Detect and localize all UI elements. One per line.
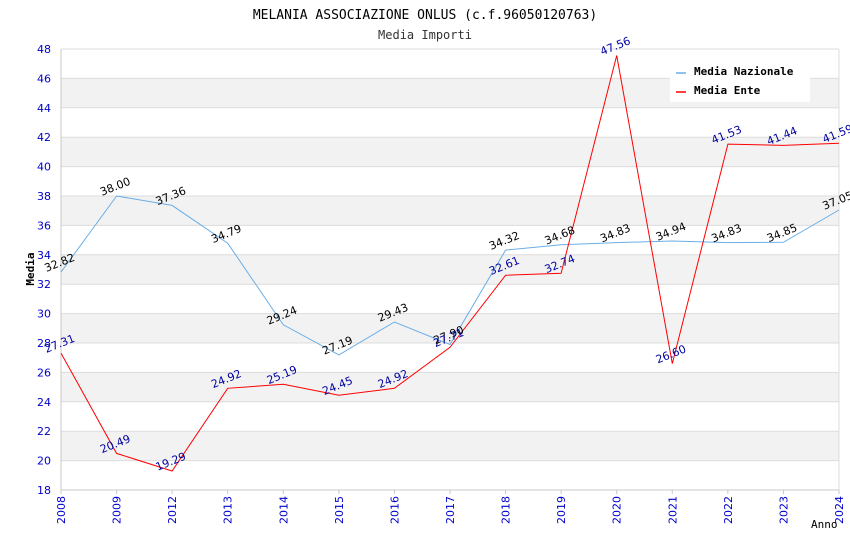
line-media-nazionale <box>60 195 840 356</box>
y-tick-20: 20 <box>37 455 51 468</box>
x-tick-2020: 2020 <box>611 496 624 524</box>
x-tick-2017: 2017 <box>444 496 457 524</box>
y-tick-18: 18 <box>37 484 51 497</box>
x-tick-2021: 2021 <box>666 496 679 524</box>
y-tick-46: 46 <box>37 72 51 85</box>
y-tick-32: 32 <box>37 278 51 291</box>
y-tick-28: 28 <box>37 337 51 350</box>
axes <box>60 49 840 494</box>
data-label-media-ente-2020: 47.56 <box>598 34 632 58</box>
band <box>61 254 839 285</box>
legend-box <box>670 62 810 102</box>
y-tick-26: 26 <box>37 366 51 379</box>
y-tick-40: 40 <box>37 161 51 174</box>
x-tick-labels: 2008 2009 2012 2013 2014 2015 2016 2017 2018 2019… <box>55 496 846 524</box>
y-tick-36: 36 <box>37 219 51 232</box>
y-tick-48: 48 <box>37 43 51 56</box>
band <box>61 196 839 226</box>
chart-title: MELANIA ASSOCIAZIONE ONLUS (c.f.96050120… <box>253 8 597 23</box>
y-axis-label: Media <box>24 252 37 285</box>
y-tick-22: 22 <box>37 425 51 438</box>
legend-label-media-ente: Media Ente <box>694 84 761 97</box>
band <box>61 431 839 461</box>
x-tick-2019: 2019 <box>555 496 568 524</box>
x-tick-2009: 2009 <box>111 496 124 524</box>
y-tick-34: 34 <box>37 249 51 262</box>
data-label-media-nazionale-2009: 38.00 <box>98 175 132 199</box>
y-tick-30: 30 <box>37 308 51 321</box>
x-tick-2008: 2008 <box>55 496 68 524</box>
legend: Media Nazionale Media Ente <box>670 62 810 102</box>
x-tick-2022: 2022 <box>722 496 735 524</box>
x-tick-2023: 2023 <box>777 496 790 524</box>
x-axis-label: Anno <box>811 518 838 531</box>
x-tick-2018: 2018 <box>500 496 513 524</box>
data-label-media-ente-2008: 27.31 <box>43 332 77 356</box>
series-lines <box>60 55 840 472</box>
y-tick-labels: 18 20 22 24 26 28 30 32 34 36 38 40 42 44 46 48 <box>37 43 51 497</box>
y-tick-42: 42 <box>37 131 51 144</box>
data-label-media-ente-2021: 26.60 <box>654 342 688 366</box>
x-tick-2013: 2013 <box>222 496 235 524</box>
legend-label-media-nazionale: Media Nazionale <box>694 65 794 78</box>
x-tick-2016: 2016 <box>388 496 401 524</box>
x-tick-2015: 2015 <box>333 496 346 524</box>
line-media-ente <box>60 55 840 472</box>
band <box>61 313 839 343</box>
background-bands <box>61 78 839 461</box>
x-tick-2024: 2024 <box>833 496 846 524</box>
band <box>61 372 839 402</box>
chart-subtitle: Media Importi <box>378 28 472 42</box>
x-tick-2014: 2014 <box>277 496 290 524</box>
y-tick-24: 24 <box>37 396 51 409</box>
y-tick-38: 38 <box>37 190 51 203</box>
x-tick-2012: 2012 <box>166 496 179 524</box>
y-tick-44: 44 <box>37 102 51 115</box>
band <box>61 137 839 167</box>
